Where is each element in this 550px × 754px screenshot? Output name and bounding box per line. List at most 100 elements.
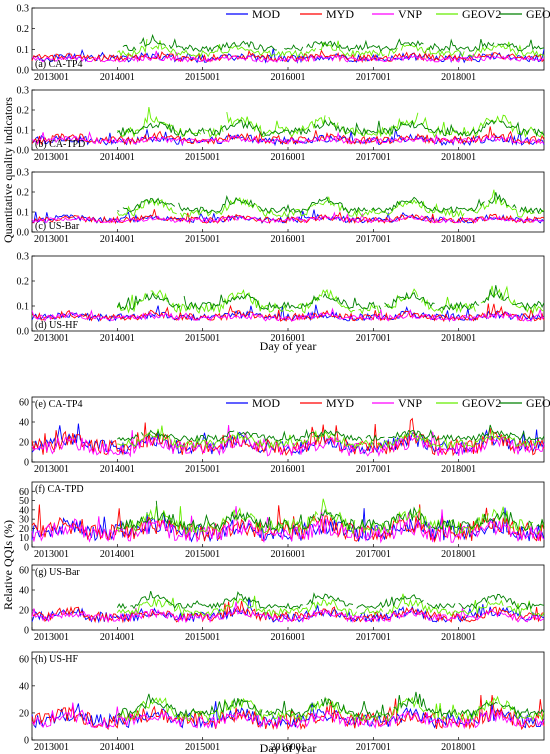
x-tick-label: 2015001 <box>185 72 220 83</box>
series-line-myd <box>31 49 545 64</box>
y-tick-label: 20 <box>19 606 29 617</box>
y-tick-label: 0.1 <box>17 126 30 137</box>
series-line-vnp <box>31 702 545 730</box>
y-tick-label: 60 <box>19 398 29 409</box>
x-tick-label: 2014001 <box>100 152 135 163</box>
y-tick-label: 40 <box>19 586 29 597</box>
y-axis-title-top: Quantitative quality indicators <box>1 97 15 243</box>
x-tick-label: 2015001 <box>185 464 220 475</box>
y-tick-label: 30 <box>19 515 29 526</box>
y-tick-label: 0.0 <box>17 228 30 239</box>
x-tick-label: 2014001 <box>100 549 135 560</box>
x-tick-label: 2018001 <box>441 549 476 560</box>
y-tick-label: 0.3 <box>17 4 30 15</box>
legend-label-geov2: GEOV2 <box>462 396 501 410</box>
series-line-geov2 <box>117 39 545 58</box>
legend-label-myd: MYD <box>326 7 354 21</box>
x-tick-label: 2014001 <box>100 234 135 245</box>
legend-label-mod: MOD <box>252 396 280 410</box>
legend-label-vnp: VNP <box>398 396 422 410</box>
panel-d: 0.0 0.1 0.2 0.3 2013001 2014001 2015001 2016001… <box>17 252 545 344</box>
series-line-vnp <box>31 50 545 63</box>
x-tick-label: 2016001 <box>271 632 306 643</box>
panel-label: (g) US-Bar <box>35 567 80 578</box>
y-tick-label: 50 <box>19 496 29 507</box>
y-tick-label: 0 <box>24 458 29 469</box>
x-tick-label: 2015001 <box>185 234 220 245</box>
y-tick-label: 60 <box>19 487 29 498</box>
x-tick-label: 2017001 <box>356 152 391 163</box>
x-tick-label: 2013001 <box>34 632 69 643</box>
x-tick-label: 2015001 <box>185 742 220 753</box>
panel-g: 0 20 40 60 2013001 2014001 2015001 2016001 20170… <box>19 564 545 643</box>
x-tick-label: 2017001 <box>356 333 391 344</box>
x-tick-label: 2017001 <box>356 234 391 245</box>
x-tick-label: 2014001 <box>100 333 135 344</box>
y-tick-label: 20 <box>19 524 29 535</box>
x-tick-label: 2015001 <box>185 333 220 344</box>
y-tick-label: 0.0 <box>17 327 30 338</box>
series-line-geov3 <box>116 691 545 719</box>
legend-label-myd: MYD <box>326 396 354 410</box>
x-tick-label: 2016001 <box>271 234 306 245</box>
x-tick-label: 2018001 <box>441 333 476 344</box>
legend-label-vnp: VNP <box>398 7 422 21</box>
x-tick-label: 2018001 <box>441 742 476 753</box>
y-tick-label: 40 <box>19 681 29 692</box>
series-line-myd <box>31 126 545 146</box>
y-tick-label: 0 <box>24 626 29 637</box>
x-tick-label: 2014001 <box>100 72 135 83</box>
x-tick-label: 2016001 <box>271 152 306 163</box>
y-tick-label: 0.1 <box>17 302 30 313</box>
x-tick-label: 2014001 <box>100 632 135 643</box>
y-tick-label: 0.0 <box>17 66 30 77</box>
series-line-geov3 <box>116 590 545 611</box>
x-tick-label: 2018001 <box>441 464 476 475</box>
series-line-geov3 <box>116 285 545 311</box>
y-tick-label: 40 <box>19 505 29 516</box>
panel-c: 0.0 0.1 0.2 0.3 2013001 2014001 2015001 2016001… <box>17 168 545 245</box>
x-tick-label: 2018001 <box>441 234 476 245</box>
series-line-geov3 <box>117 192 545 215</box>
series-line-vnp <box>31 211 545 224</box>
x-tick-label: 2013001 <box>34 72 69 83</box>
x-tick-label: 2013001 <box>34 333 69 344</box>
series-line-myd <box>31 417 545 457</box>
y-tick-label: 0.0 <box>17 146 30 157</box>
y-tick-label: 0.3 <box>17 252 30 263</box>
series-line-vnp <box>31 307 545 322</box>
x-tick-label: 2015001 <box>185 549 220 560</box>
x-tick-label: 2013001 <box>34 549 69 560</box>
series-line-geov3 <box>116 119 545 138</box>
x-tick-label: 2013001 <box>34 234 69 245</box>
series-line-geov2 <box>117 107 545 139</box>
x-tick-label: 2015001 <box>185 152 220 163</box>
x-tick-label: 2014001 <box>100 464 135 475</box>
y-tick-label: 0 <box>24 736 29 747</box>
y-tick-label: 60 <box>19 566 29 577</box>
x-tick-label: 2013001 <box>34 742 69 753</box>
series-line-myd <box>31 694 545 731</box>
legend: MOD MYD VNP GEOV2 GEOV3 <box>226 7 550 21</box>
series-line-vnp <box>31 130 545 146</box>
series-line-geov3 <box>117 424 545 443</box>
legend-label-mod: MOD <box>252 7 280 21</box>
series-line-geov2 <box>117 695 545 723</box>
x-tick-label: 2018001 <box>441 152 476 163</box>
x-tick-label: 2015001 <box>185 632 220 643</box>
panel-e: 0 20 40 60 2013001 2014001 2015001 2016001 20170… <box>19 396 550 475</box>
y-tick-label: 0.2 <box>17 106 30 117</box>
y-tick-label: 0.1 <box>17 208 30 219</box>
series-line-mod <box>31 701 545 730</box>
panel-label: (f) CA-TPD <box>35 484 84 495</box>
panel-b: 0.0 0.1 0.2 0.3 2013001 2014001 2015001 2016001… <box>17 86 545 163</box>
x-axis-title-top: Day of year <box>260 339 317 353</box>
panel-label: (a) CA-TP4 <box>35 59 83 70</box>
y-tick-label: 40 <box>19 418 29 429</box>
legend: MOD MYD VNP GEOV2 GEOV3 <box>226 396 550 410</box>
panel-label: (e) CA-TP4 <box>35 399 83 410</box>
x-tick-label: 2016001 <box>271 742 306 753</box>
x-tick-label: 2016001 <box>271 464 306 475</box>
series-line-mod <box>31 597 545 624</box>
